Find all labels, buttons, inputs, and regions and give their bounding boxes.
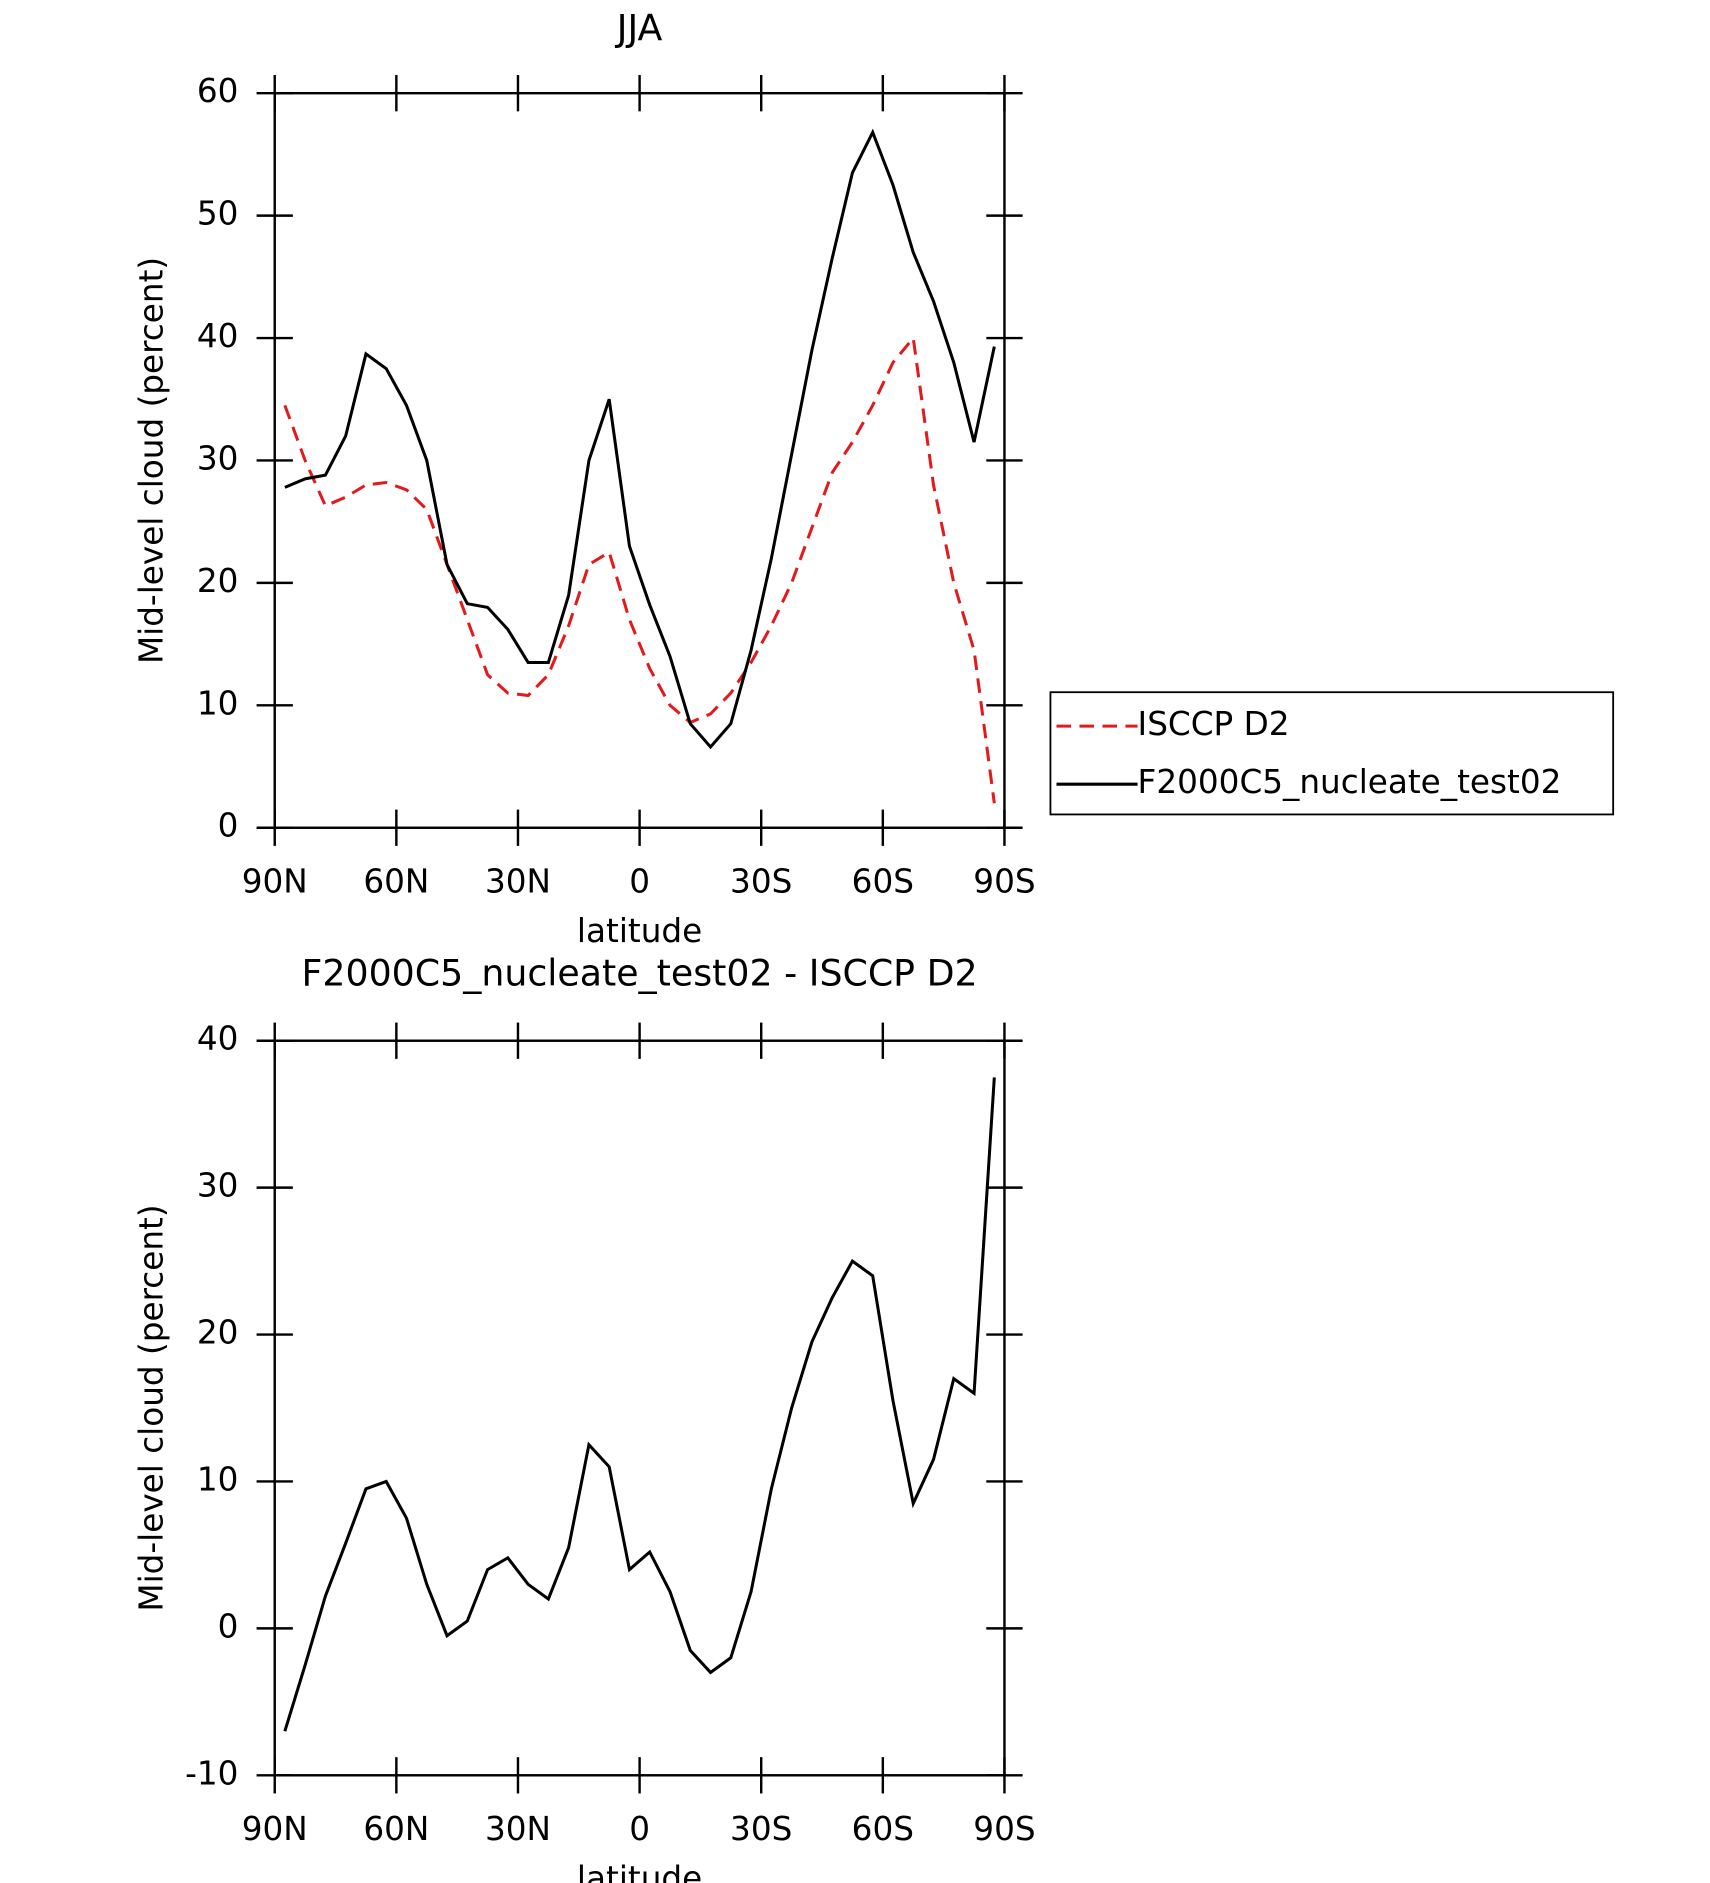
x-axis-label: latitude (577, 912, 702, 950)
y-tick-label: 60 (197, 72, 239, 110)
y-tick-label: 20 (197, 562, 239, 600)
y-tick-label: 30 (197, 439, 239, 477)
legend-box (1049, 691, 1615, 816)
x-tick-label: 0 (629, 862, 650, 900)
data-line (284, 128, 996, 750)
x-tick-label: 30S (730, 862, 792, 900)
y-tick-label: 40 (197, 1020, 239, 1058)
y-axis-label: Mid-level cloud (percent) (133, 257, 171, 664)
y-tick-label: 30 (197, 1167, 239, 1205)
y-tick-label: 0 (218, 1607, 239, 1645)
x-tick-label: 30N (485, 862, 551, 900)
plot-frame (273, 91, 1006, 829)
x-tick-label: 60S (852, 862, 914, 900)
y-tick-label: 40 (197, 317, 239, 355)
y-tick-label: -10 (185, 1754, 238, 1792)
x-tick-label: 90N (242, 1810, 308, 1848)
x-tick-label: 90S (973, 1810, 1035, 1848)
x-tick-label: 30S (730, 1810, 792, 1848)
x-axis-label: latitude (577, 1860, 702, 1883)
x-tick-label: 0 (629, 1810, 650, 1848)
x-tick-label: 60N (363, 862, 429, 900)
y-tick-label: 20 (197, 1314, 239, 1352)
x-tick-label: 30N (485, 1810, 551, 1848)
y-tick-label: 50 (197, 195, 239, 233)
x-tick-label: 60N (363, 1810, 429, 1848)
x-tick-label: 60S (852, 1810, 914, 1848)
data-line (283, 1077, 996, 1732)
y-axis-label: Mid-level cloud (percent) (133, 1204, 171, 1611)
legend-label: F2000C5_nucleate_test02 (1138, 763, 1562, 801)
chart-title: F2000C5_nucleate_test02 - ISCCP D2 (302, 951, 978, 994)
chart-title: JJA (615, 6, 663, 49)
data-line (283, 334, 996, 804)
y-tick-label: 10 (197, 684, 239, 722)
y-tick-label: 0 (218, 807, 239, 845)
legend-label: ISCCP D2 (1138, 705, 1290, 743)
x-tick-label: 90S (973, 862, 1035, 900)
y-tick-label: 10 (197, 1460, 239, 1498)
x-tick-label: 90N (242, 862, 308, 900)
